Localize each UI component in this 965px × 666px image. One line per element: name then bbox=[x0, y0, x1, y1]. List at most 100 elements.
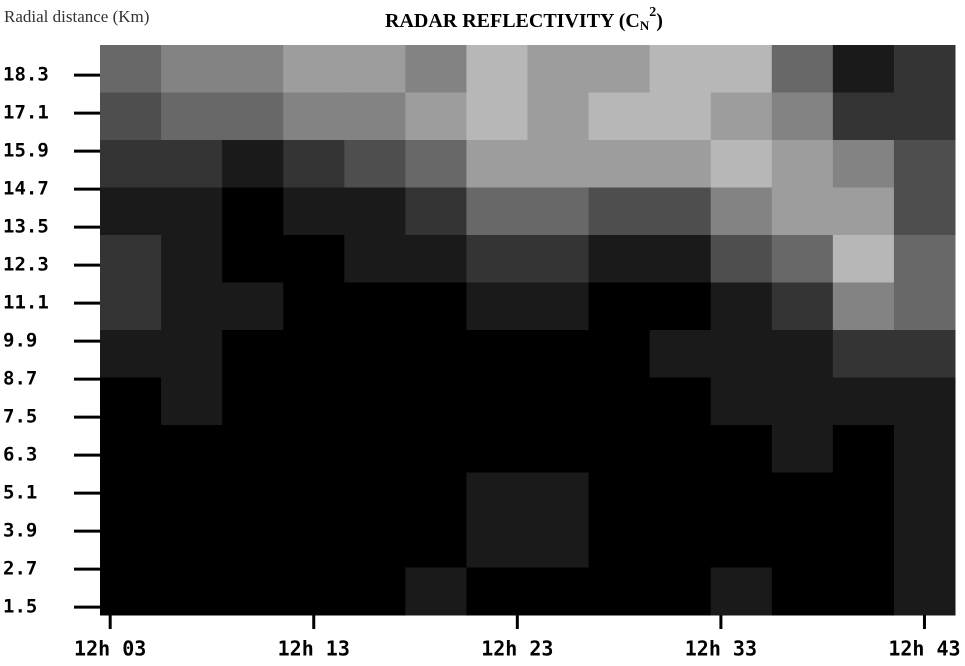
heatmap-cell bbox=[283, 92, 345, 141]
heatmap-cell bbox=[161, 187, 223, 236]
heatmap-cell bbox=[588, 425, 651, 473]
heatmap-cell bbox=[222, 235, 284, 283]
heatmap-cell bbox=[893, 567, 956, 616]
heatmap-cell bbox=[588, 472, 651, 521]
heatmap-cell bbox=[527, 330, 590, 378]
heatmap-cell bbox=[527, 472, 590, 521]
heatmap-cell bbox=[649, 425, 712, 473]
heatmap-cell bbox=[649, 377, 712, 426]
heatmap-cell bbox=[466, 377, 528, 426]
heatmap-cell bbox=[161, 425, 223, 473]
heatmap-cell bbox=[588, 520, 651, 568]
heatmap-cell bbox=[893, 425, 956, 473]
heatmap-cell bbox=[832, 282, 895, 331]
heatmap-cell bbox=[893, 140, 956, 188]
heatmap-cell bbox=[100, 330, 162, 378]
heatmap-cell bbox=[222, 520, 284, 568]
heatmap-cell bbox=[832, 425, 895, 473]
heatmap-cell bbox=[222, 187, 284, 236]
y-tick-label: 8.7 bbox=[3, 368, 37, 390]
title-main: RADAR REFLECTIVITY (C bbox=[385, 10, 640, 32]
heatmap-cell bbox=[588, 187, 651, 236]
heatmap-cell bbox=[649, 92, 712, 141]
heatmap-cell bbox=[649, 187, 712, 236]
heatmap-cell bbox=[161, 235, 223, 283]
heatmap-cell bbox=[161, 567, 223, 616]
title-superscript: 2 bbox=[649, 5, 656, 20]
heatmap-cell bbox=[100, 187, 162, 236]
heatmap-cell bbox=[527, 235, 590, 283]
heatmap-cell bbox=[283, 520, 345, 568]
heatmap-cell bbox=[771, 567, 834, 616]
heatmap-cell bbox=[161, 45, 223, 93]
heatmap-cell bbox=[344, 282, 406, 331]
heatmap-cell bbox=[527, 567, 590, 616]
heatmap-cell bbox=[161, 520, 223, 568]
heatmap-cell bbox=[344, 235, 406, 283]
heatmap-cell bbox=[100, 567, 162, 616]
heatmap-cell bbox=[222, 377, 284, 426]
heatmap-cell bbox=[405, 472, 467, 521]
heatmap-cell bbox=[344, 472, 406, 521]
heatmap-cell bbox=[649, 472, 712, 521]
heatmap-cell bbox=[527, 425, 590, 473]
heatmap-cell bbox=[283, 235, 345, 283]
heatmap-cell bbox=[588, 377, 651, 426]
y-tick-label: 6.3 bbox=[3, 444, 37, 466]
heatmap-cell bbox=[649, 567, 712, 616]
title-subscript: N bbox=[640, 18, 650, 33]
y-tick-label: 1.5 bbox=[3, 596, 37, 618]
heatmap-cell bbox=[405, 140, 467, 188]
heatmap-cell bbox=[405, 425, 467, 473]
heatmap-cell bbox=[710, 45, 773, 93]
heatmap-cell bbox=[283, 567, 345, 616]
heatmap-cell bbox=[161, 377, 223, 426]
heatmap-cell bbox=[649, 235, 712, 283]
heatmap-cell bbox=[100, 282, 162, 331]
heatmap-cell bbox=[771, 282, 834, 331]
heatmap-cell bbox=[710, 235, 773, 283]
heatmap-cell bbox=[466, 140, 528, 188]
heatmap-cell bbox=[466, 567, 528, 616]
heatmap-cell bbox=[222, 425, 284, 473]
heatmap-cell bbox=[100, 425, 162, 473]
y-tick-label: 2.7 bbox=[3, 558, 37, 580]
heatmap-cell bbox=[283, 45, 345, 93]
heatmap-cell bbox=[100, 520, 162, 568]
heatmap-cell bbox=[710, 425, 773, 473]
heatmap-cell bbox=[832, 567, 895, 616]
heatmap-cell bbox=[893, 235, 956, 283]
y-tick-label: 3.9 bbox=[3, 520, 37, 542]
heatmap-cell bbox=[588, 45, 651, 93]
heatmap-cell bbox=[710, 377, 773, 426]
heatmap-cell bbox=[649, 140, 712, 188]
heatmap-cell bbox=[893, 330, 956, 378]
heatmap-cell bbox=[344, 567, 406, 616]
y-tick-label: 18.3 bbox=[3, 64, 49, 86]
x-tick-label: 12h 33 bbox=[685, 637, 757, 661]
heatmap-cell bbox=[771, 330, 834, 378]
heatmap-cell bbox=[710, 472, 773, 521]
heatmap-cell bbox=[832, 235, 895, 283]
heatmap-cell bbox=[893, 282, 956, 331]
heatmap-cell bbox=[405, 330, 467, 378]
heatmap-cell bbox=[771, 45, 834, 93]
heatmap-cell bbox=[832, 140, 895, 188]
heatmap-cell bbox=[405, 45, 467, 93]
heatmap-cell bbox=[161, 472, 223, 521]
heatmap-cell bbox=[771, 425, 834, 473]
y-tick-label: 15.9 bbox=[3, 140, 49, 162]
heatmap-cell bbox=[588, 567, 651, 616]
y-tick-label: 14.7 bbox=[3, 178, 49, 200]
y-tick-label: 7.5 bbox=[3, 406, 37, 428]
heatmap-cell bbox=[649, 282, 712, 331]
heatmap-cell bbox=[344, 520, 406, 568]
heatmap-cell bbox=[283, 377, 345, 426]
heatmap-cell bbox=[893, 187, 956, 236]
heatmap-cell bbox=[100, 235, 162, 283]
heatmap-cell bbox=[527, 377, 590, 426]
heatmap-cell bbox=[161, 92, 223, 141]
y-axis-label: Radial distance (Km) bbox=[4, 7, 149, 26]
heatmap-cell bbox=[771, 140, 834, 188]
